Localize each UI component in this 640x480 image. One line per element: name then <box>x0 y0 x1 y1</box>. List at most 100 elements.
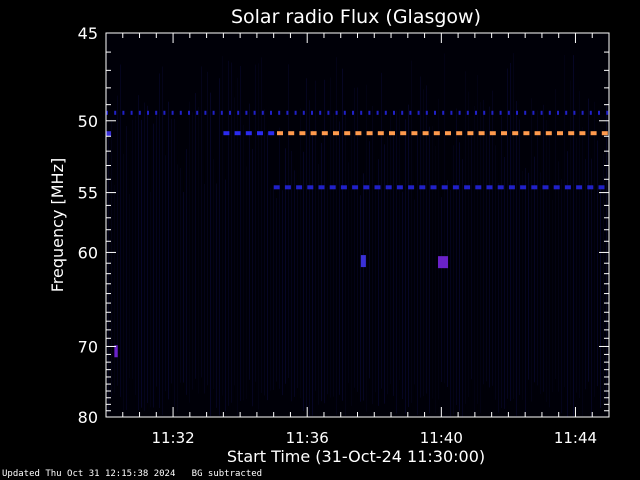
feature-dash <box>409 110 412 115</box>
feature-dash <box>553 185 560 190</box>
feature-dash <box>321 131 328 136</box>
noise-streak <box>186 149 187 395</box>
noise-streak <box>417 134 418 415</box>
noise-streak <box>558 161 559 392</box>
noise-streak <box>435 145 436 414</box>
noise-streak <box>528 172 529 380</box>
feature-dash <box>130 110 133 115</box>
noise-streak <box>282 190 283 396</box>
feature-mark <box>360 255 366 268</box>
noise-streak <box>462 159 463 417</box>
noise-streak <box>399 109 400 381</box>
noise-streak <box>411 60 412 403</box>
feature-dash <box>245 131 252 136</box>
feature-dash <box>277 131 283 136</box>
interference-line-49.5 <box>106 110 609 115</box>
noise-streak <box>450 190 451 417</box>
feature-dash <box>223 131 230 136</box>
noise-streak <box>549 130 550 408</box>
noise-streak <box>594 101 595 397</box>
noise-streak <box>228 60 229 406</box>
feature-dash <box>456 131 463 136</box>
noise-streak <box>387 136 388 395</box>
noise-streak <box>507 68 508 399</box>
feature-dash <box>302 110 305 115</box>
noise-streak <box>255 64 256 382</box>
burst-70.6 <box>114 345 118 358</box>
noise-streak <box>171 118 172 384</box>
noise-streak <box>354 87 355 388</box>
noise-streak <box>396 110 397 414</box>
y-tick-label: 60 <box>78 243 98 262</box>
noise-streak <box>153 123 154 408</box>
feature-dash <box>385 185 392 190</box>
noise-streak <box>324 79 325 404</box>
feature-dash <box>598 110 600 115</box>
feature-mark <box>114 345 118 358</box>
noise-streak <box>135 115 136 395</box>
noise-streak <box>336 57 337 415</box>
noise-streak <box>561 179 562 414</box>
feature-dash <box>433 131 440 136</box>
feature-dash <box>601 131 608 136</box>
feature-dash <box>171 110 174 115</box>
noise-streak <box>315 80 316 391</box>
noise-streak <box>510 63 511 402</box>
feature-dash <box>475 110 477 115</box>
noise-streak <box>489 106 490 388</box>
feature-dash <box>512 131 519 136</box>
noise-streak <box>408 104 409 408</box>
noise-streak <box>126 126 127 410</box>
feature-dash <box>486 185 493 190</box>
noise-streak <box>210 92 211 417</box>
feature-dash <box>499 110 502 115</box>
interference-line-50.8-weak <box>223 131 275 136</box>
noise-streak <box>333 113 334 397</box>
noise-streak <box>180 167 181 383</box>
feature-dash <box>163 110 166 115</box>
feature-dash <box>557 110 559 115</box>
noise-streak <box>273 188 274 390</box>
feature-dash <box>445 131 451 136</box>
noise-streak <box>237 77 238 417</box>
noise-streak <box>483 99 484 385</box>
x-tick-label: 11:36 <box>286 429 329 447</box>
noise-streak <box>378 159 379 406</box>
noise-streak <box>405 119 406 414</box>
feature-dash <box>374 185 381 190</box>
feature-dash <box>335 110 338 115</box>
noise-streak <box>288 64 289 379</box>
feature-dash <box>229 110 231 115</box>
feature-dash <box>565 110 568 115</box>
feature-dash <box>568 131 575 136</box>
feature-dash <box>278 110 281 115</box>
feature-dash <box>122 110 125 115</box>
noise-streak <box>516 100 517 416</box>
noise-streak <box>474 105 475 414</box>
feature-dash <box>329 185 336 190</box>
noise-streak <box>162 66 163 416</box>
noise-streak <box>213 159 214 390</box>
feature-dash <box>352 110 354 115</box>
feature-dash <box>489 131 496 136</box>
feature-dash <box>389 131 395 136</box>
feature-dash <box>548 110 551 115</box>
feature-dash <box>288 131 295 136</box>
feature-dash <box>310 131 317 136</box>
noise-streak <box>357 87 358 392</box>
noise-streak <box>129 193 130 379</box>
feature-dash <box>237 110 240 115</box>
feature-dash <box>408 185 415 190</box>
feature-dash <box>343 110 346 115</box>
noise-streak <box>285 148 286 384</box>
feature-dash <box>564 185 571 190</box>
feature-dash <box>400 131 407 136</box>
noise-streak <box>138 95 139 411</box>
feature-dash <box>393 110 395 115</box>
feature-dash <box>261 110 264 115</box>
y-tick-label: 45 <box>78 24 98 43</box>
noise-streak <box>246 166 247 399</box>
noise-streak <box>564 54 565 388</box>
feature-dash <box>524 110 527 115</box>
